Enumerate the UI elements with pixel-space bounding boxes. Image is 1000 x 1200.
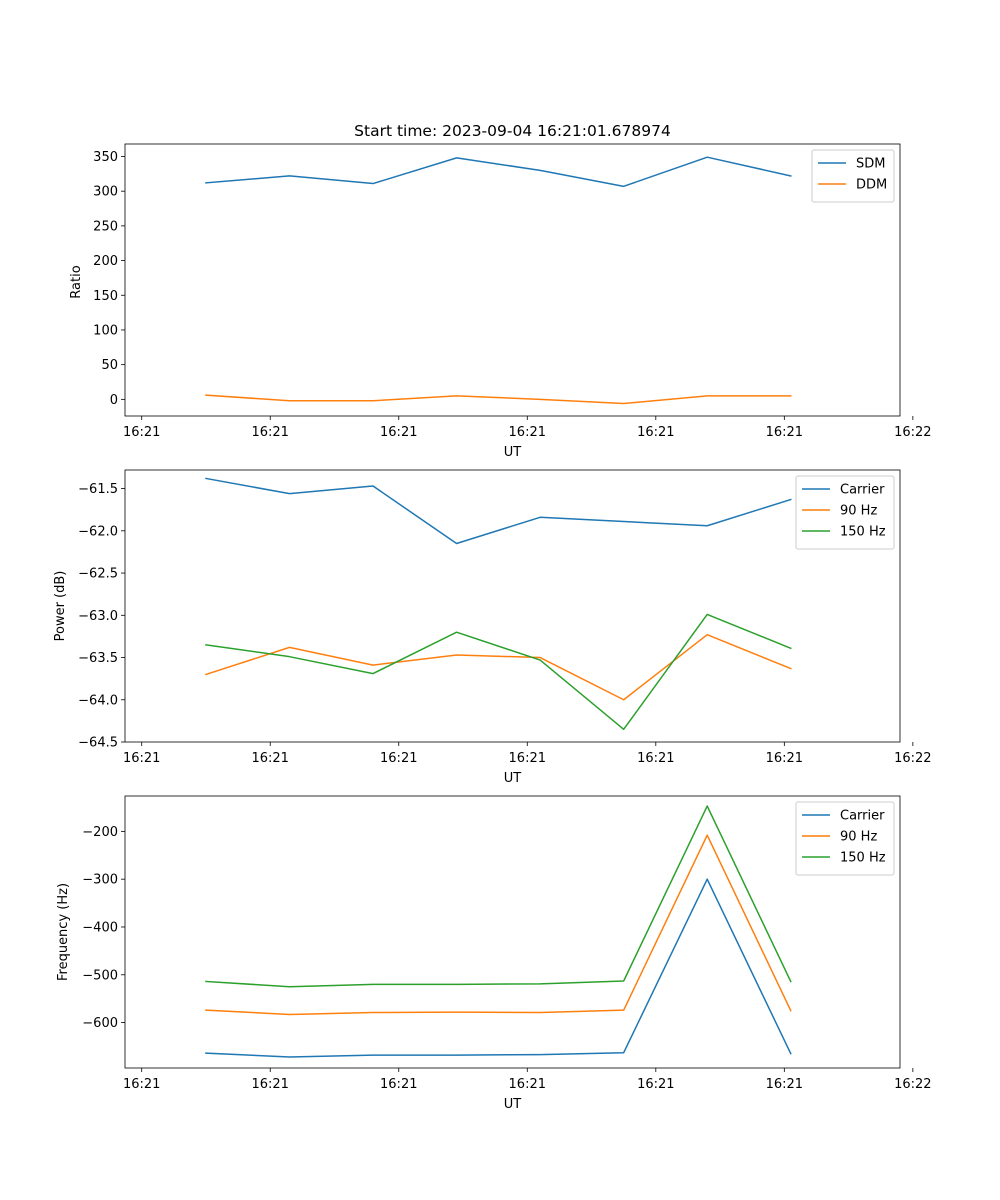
y-axis-label: Power (dB) — [53, 571, 68, 642]
legend-label: Carrier — [840, 483, 885, 498]
y-axis-label: Ratio — [69, 265, 84, 298]
chart-title: Start time: 2023-09-04 16:21:01.678974 — [354, 122, 671, 140]
x-tick-label: 16:21 — [380, 1077, 417, 1092]
x-tick-label: 16:21 — [637, 1077, 674, 1092]
series-line-90-hz — [205, 834, 792, 1016]
y-axis-label: Frequency (Hz) — [56, 883, 71, 981]
series-line-90-hz — [205, 633, 792, 701]
frequency-panel: UT Frequency (Hz) 16:21 16:21 16:21 16:21 16… — [56, 795, 932, 1112]
y-tick-label: −61.5 — [78, 482, 118, 497]
y-tick-label: 100 — [93, 323, 118, 338]
y-tick-label: −63.5 — [78, 651, 118, 666]
x-tick-label: 16:21 — [637, 425, 674, 440]
series-line-150-hz — [205, 613, 792, 731]
y-tick-label: 50 — [101, 358, 118, 373]
series-line-carrier — [205, 477, 792, 545]
y-tick-label: −500 — [82, 968, 118, 983]
legend-label: SDM — [856, 157, 885, 172]
y-tick-label: 150 — [93, 289, 118, 304]
power-panel: UT Power (dB) 16:21 16:21 16:21 16:21 16:21 1… — [53, 469, 932, 786]
y-tick-label: −600 — [82, 1016, 118, 1031]
legend-label: 150 Hz — [840, 851, 886, 866]
x-tick-label: 16:21 — [766, 751, 803, 766]
x-tick-label: 16:22 — [894, 1077, 931, 1092]
x-axis-label: UT — [504, 1097, 522, 1112]
legend: Carrier 90 Hz 150 Hz — [795, 801, 895, 876]
y-tick-label: −300 — [82, 873, 118, 888]
y-tick-label: 300 — [93, 185, 118, 200]
y-tick-label: −64.5 — [78, 736, 118, 751]
plot-frame — [124, 795, 901, 1069]
x-tick-label: 16:21 — [251, 1077, 288, 1092]
x-tick-label: 16:21 — [251, 425, 288, 440]
x-tick-label: 16:21 — [637, 751, 674, 766]
legend-label: 90 Hz — [840, 504, 877, 519]
legend: Carrier 90 Hz 150 Hz — [795, 475, 895, 550]
legend-label: 150 Hz — [840, 525, 886, 540]
x-tick-label: 16:21 — [766, 1077, 803, 1092]
y-tick-label: 200 — [93, 254, 118, 269]
plot-frame — [124, 469, 901, 743]
x-tick-label: 16:21 — [123, 425, 160, 440]
plot-frame — [124, 143, 901, 417]
x-tick-label: 16:21 — [509, 751, 546, 766]
x-tick-label: 16:21 — [380, 425, 417, 440]
ratio-panel: Start time: 2023-09-04 16:21:01.678974 U… — [69, 122, 932, 460]
y-tick-label: 350 — [93, 150, 118, 165]
y-tick-label: 250 — [93, 219, 118, 234]
y-tick-label: 0 — [110, 393, 118, 408]
x-axis-label: UT — [504, 445, 522, 460]
series-line-150-hz — [205, 805, 792, 988]
y-tick-label: −400 — [82, 920, 118, 935]
series-line-sdm — [205, 156, 792, 188]
legend-label: 90 Hz — [840, 830, 877, 845]
x-tick-label: 16:21 — [123, 1077, 160, 1092]
legend: SDM DDM — [811, 149, 895, 203]
x-axis-label: UT — [504, 771, 522, 786]
y-tick-label: −200 — [82, 825, 118, 840]
y-tick-label: −62.5 — [78, 567, 118, 582]
x-tick-label: 16:21 — [123, 751, 160, 766]
x-tick-label: 16:21 — [380, 751, 417, 766]
series-line-ddm — [205, 394, 792, 405]
legend-label: Carrier — [840, 809, 885, 824]
x-tick-label: 16:21 — [766, 425, 803, 440]
y-tick-label: −64.0 — [78, 693, 118, 708]
x-tick-label: 16:21 — [509, 1077, 546, 1092]
y-tick-label: −63.0 — [78, 609, 118, 624]
legend-label: DDM — [856, 178, 887, 193]
x-tick-label: 16:22 — [894, 751, 931, 766]
x-tick-label: 16:21 — [509, 425, 546, 440]
x-tick-label: 16:21 — [251, 751, 288, 766]
series-line-carrier — [205, 878, 792, 1058]
y-tick-label: −62.0 — [78, 524, 118, 539]
x-tick-label: 16:22 — [894, 425, 931, 440]
